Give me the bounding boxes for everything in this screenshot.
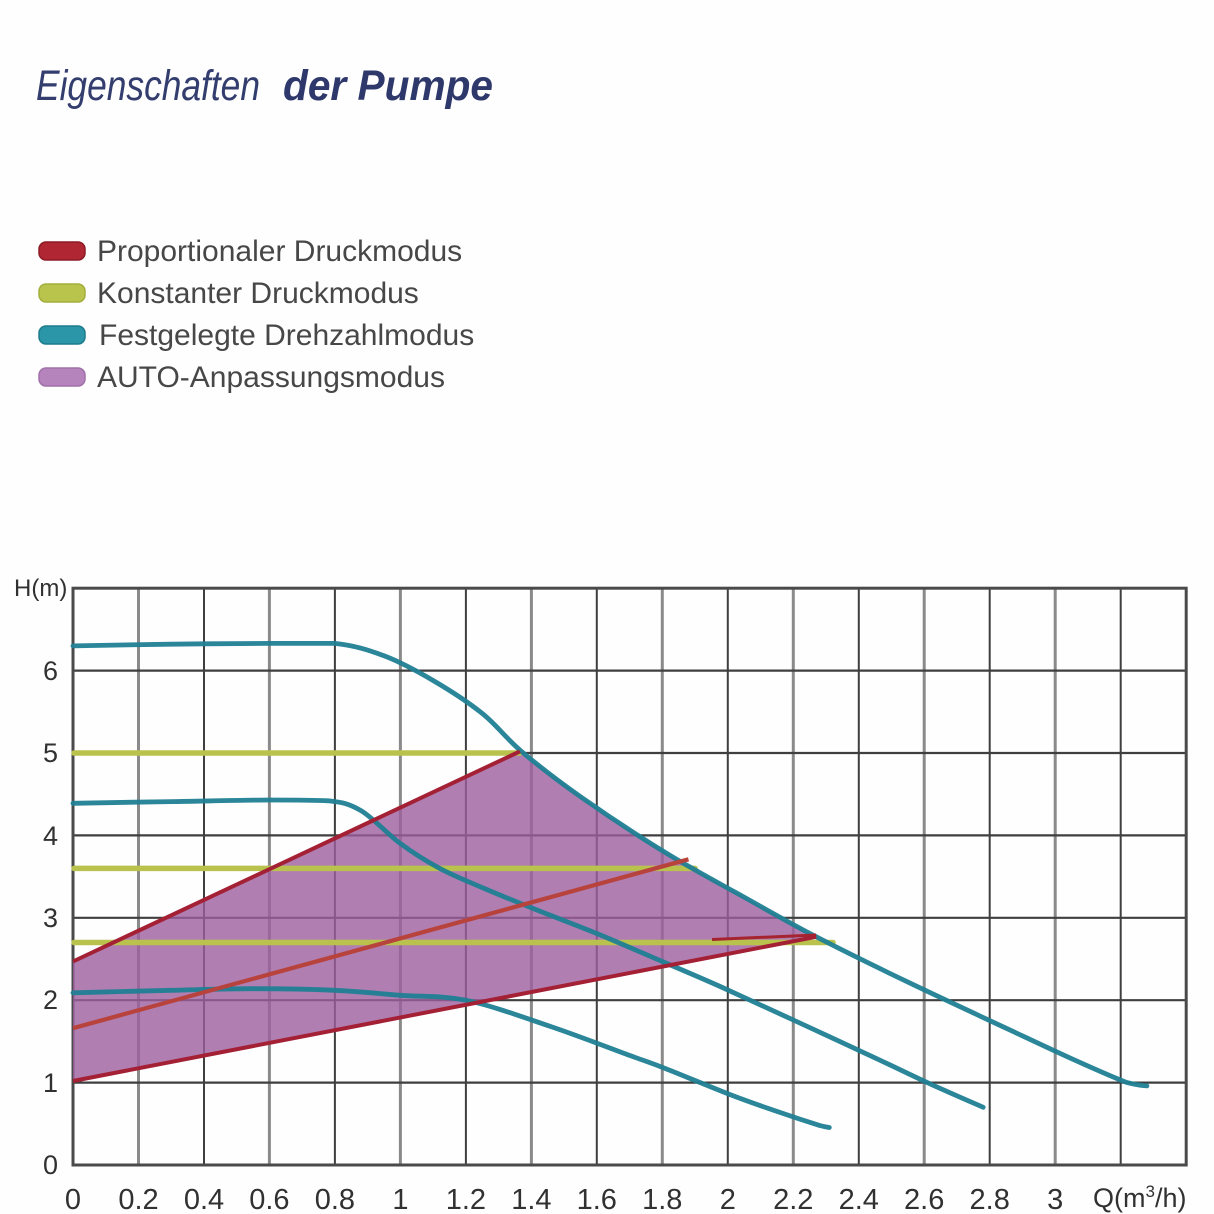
svg-text:Eigenschaften: Eigenschaften [36, 62, 260, 110]
svg-text:1: 1 [392, 1184, 408, 1214]
svg-text:Q(m3/h): Q(m3/h) [1093, 1182, 1186, 1213]
svg-text:1.2: 1.2 [446, 1184, 486, 1214]
svg-text:5: 5 [43, 738, 58, 768]
svg-text:Konstanter Druckmodus: Konstanter Druckmodus [97, 277, 419, 310]
svg-text:Proportionaler Druckmodus: Proportionaler Druckmodus [97, 235, 462, 268]
svg-text:2: 2 [43, 985, 58, 1015]
svg-text:2.4: 2.4 [839, 1184, 879, 1214]
svg-text:0.8: 0.8 [315, 1184, 355, 1214]
svg-text:4: 4 [43, 821, 58, 851]
svg-text:6: 6 [43, 656, 58, 686]
svg-text:2.8: 2.8 [970, 1184, 1010, 1214]
svg-text:AUTO-Anpassungsmodus: AUTO-Anpassungsmodus [97, 361, 445, 394]
svg-text:0.2: 0.2 [118, 1184, 158, 1214]
svg-text:3: 3 [1047, 1184, 1063, 1214]
svg-text:0: 0 [65, 1184, 81, 1214]
svg-text:0.4: 0.4 [184, 1184, 224, 1214]
svg-text:H(m): H(m) [14, 575, 67, 602]
svg-text:2.2: 2.2 [773, 1184, 813, 1214]
svg-text:0: 0 [43, 1150, 58, 1180]
svg-text:1: 1 [43, 1068, 58, 1098]
svg-text:1.4: 1.4 [511, 1184, 551, 1214]
svg-text:der Pumpe: der Pumpe [283, 62, 493, 110]
svg-text:2.6: 2.6 [904, 1184, 944, 1214]
svg-text:1.8: 1.8 [642, 1184, 682, 1214]
svg-text:Festgelegte Drehzahlmodus: Festgelegte Drehzahlmodus [99, 319, 474, 352]
svg-text:2: 2 [720, 1184, 736, 1214]
svg-text:3: 3 [43, 903, 58, 933]
svg-text:1.6: 1.6 [577, 1184, 617, 1214]
svg-text:0.6: 0.6 [249, 1184, 289, 1214]
